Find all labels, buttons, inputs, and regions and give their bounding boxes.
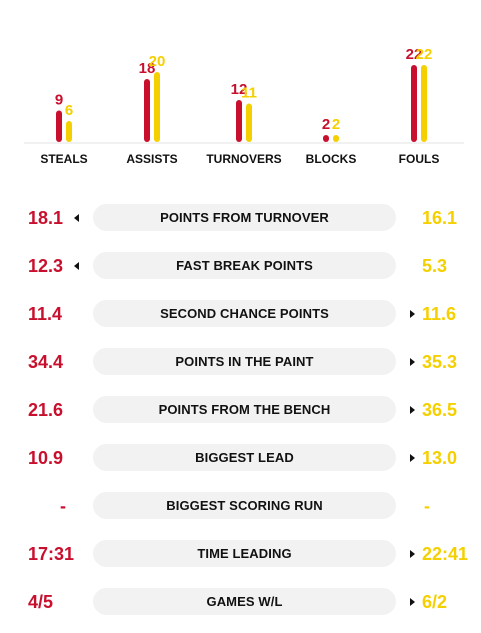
category-label-blocks: BLOCKS	[306, 152, 357, 166]
bar-value-label: 22	[406, 46, 423, 63]
stat-label: FAST BREAK POINTS	[93, 252, 396, 279]
away-value: 16.1	[422, 208, 458, 228]
home-value: 34.4	[28, 352, 64, 372]
away-value: 36.5	[422, 400, 458, 420]
home-value: -	[60, 496, 66, 516]
bar-turnovers-away	[246, 103, 252, 142]
stat-label: POINTS FROM TURNOVER	[93, 204, 396, 231]
bar-blocks-home	[323, 135, 329, 142]
home-value: 11.4	[28, 304, 63, 324]
bar-value-label: 22	[416, 46, 433, 63]
bar-value-label: 11	[241, 85, 257, 102]
category-label-turnovers: TURNOVERS	[206, 152, 281, 166]
bar-value-label: 9	[55, 92, 63, 109]
bar-value-label: 2	[322, 116, 330, 133]
comparison-row-points-from-the-bench: 21.6 POINTS FROM THE BENCH 36.5	[0, 386, 481, 434]
comparison-row-second-chance-points: 11.4 SECOND CHANCE POINTS 11.6	[0, 290, 481, 338]
bar-value-label: 20	[149, 53, 166, 70]
bar-steals-away	[66, 121, 72, 142]
comparison-row-points-in-the-paint: 34.4 POINTS IN THE PAINT 35.3	[0, 338, 481, 386]
stat-label: TIME LEADING	[93, 540, 396, 567]
bar-steals-home	[56, 110, 62, 142]
comparison-row-biggest-lead: 10.9 BIGGEST LEAD 13.0	[0, 434, 481, 482]
category-label-assists: ASSISTS	[126, 152, 177, 166]
away-value: 13.0	[422, 448, 458, 468]
bar-blocks-away	[333, 135, 339, 142]
comparison-row-games-w-l: 4/5 GAMES W/L 6/2	[0, 578, 481, 626]
home-value: 12.3	[28, 256, 64, 276]
comparison-row-time-leading: 17:31 TIME LEADING 22:41	[0, 530, 481, 578]
bar-assists-away	[154, 72, 160, 142]
bar-turnovers-home	[236, 100, 242, 142]
comparison-row-points-from-turnover: 18.1 POINTS FROM TURNOVER 16.1	[0, 194, 481, 242]
away-value: -	[424, 496, 430, 516]
stat-label: BIGGEST SCORING RUN	[93, 492, 396, 519]
lead-arrow-icon	[410, 454, 415, 462]
category-label-steals: STEALS	[40, 152, 87, 166]
home-value: 4/5	[28, 592, 54, 612]
bar-value-label: 2	[332, 116, 340, 133]
bar-fouls-home	[411, 65, 417, 142]
home-value: 21.6	[28, 400, 64, 420]
lead-arrow-icon	[410, 358, 415, 366]
lead-arrow-icon	[74, 262, 79, 270]
away-value: 11.6	[422, 304, 457, 324]
stat-label: POINTS IN THE PAINT	[93, 348, 396, 375]
bar-assists-home	[144, 79, 150, 142]
bar-value-label: 12	[231, 81, 248, 98]
away-value: 5.3	[422, 256, 448, 276]
lead-arrow-icon	[410, 406, 415, 414]
bar-fouls-away	[421, 65, 427, 142]
lead-arrow-icon	[410, 598, 415, 606]
home-value: 17:31	[28, 544, 75, 564]
stat-label: SECOND CHANCE POINTS	[93, 300, 396, 327]
home-value: 18.1	[28, 208, 64, 228]
bar-value-label: 6	[65, 102, 73, 119]
stat-label: GAMES W/L	[93, 588, 396, 615]
comparison-row-fast-break-points: 12.3 FAST BREAK POINTS 5.3	[0, 242, 481, 290]
bar-value-label: 18	[139, 60, 156, 77]
comparison-row-biggest-scoring-run: - BIGGEST SCORING RUN -	[0, 482, 481, 530]
away-value: 22:41	[422, 544, 469, 564]
away-value: 35.3	[422, 352, 458, 372]
category-label-fouls: FOULS	[399, 152, 440, 166]
stat-label: BIGGEST LEAD	[93, 444, 396, 471]
away-value: 6/2	[422, 592, 448, 612]
home-value: 10.9	[28, 448, 64, 468]
stat-label: POINTS FROM THE BENCH	[93, 396, 396, 423]
lead-arrow-icon	[74, 214, 79, 222]
lead-arrow-icon	[410, 310, 415, 318]
lead-arrow-icon	[410, 550, 415, 558]
